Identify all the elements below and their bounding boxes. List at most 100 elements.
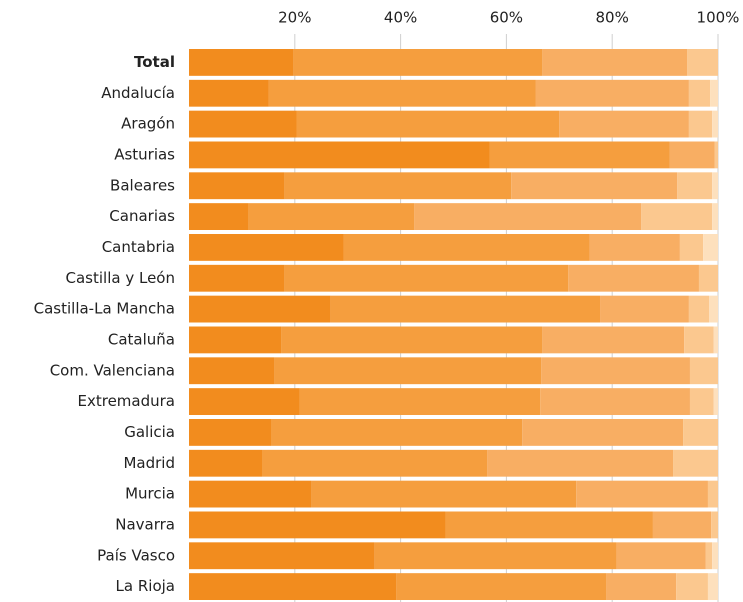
bar-segment — [374, 542, 617, 570]
bar-segment — [189, 511, 446, 539]
bar-segment — [522, 419, 684, 446]
bar-segment — [606, 573, 677, 600]
bar-segment — [281, 326, 543, 354]
bar-segment — [189, 480, 312, 508]
bar-segment — [274, 357, 542, 385]
bar-segment — [688, 110, 713, 138]
bar-segment — [542, 326, 685, 354]
bar-segment — [284, 264, 569, 292]
x-tick-label: 100% — [697, 9, 740, 27]
bar-segment — [189, 542, 375, 570]
bar-segment — [677, 172, 713, 200]
bar-segment — [189, 110, 297, 138]
bar-segment — [689, 388, 714, 415]
bar-segment — [189, 264, 285, 292]
bar-segment — [669, 141, 715, 169]
y-tick-label: Navarra — [115, 515, 175, 533]
y-tick-label: Madrid — [123, 454, 175, 472]
bar-segment — [396, 573, 607, 600]
y-tick-label: Cataluña — [108, 330, 175, 348]
bar-segment — [712, 203, 718, 230]
bar-segment — [189, 388, 300, 415]
y-tick-label: Castilla y León — [66, 269, 175, 287]
bar-segment — [293, 49, 543, 76]
bar-segment — [343, 234, 590, 261]
x-tick-label: 60% — [490, 9, 523, 27]
y-tick-label: Andalucía — [101, 84, 175, 102]
bar-segment — [616, 542, 706, 570]
bar-segment — [189, 141, 490, 169]
bar-segment — [189, 357, 275, 385]
bar-segment — [414, 203, 642, 230]
bar-segment — [330, 295, 601, 323]
bar-segment — [189, 419, 271, 446]
bar-segment — [707, 480, 718, 508]
x-tick-label: 20% — [278, 9, 311, 27]
y-tick-label: Com. Valenciana — [50, 361, 175, 379]
bar-segment — [600, 295, 689, 323]
bar-segment — [712, 172, 718, 200]
y-tick-label: Canarias — [109, 207, 175, 225]
bar-segment — [248, 203, 415, 230]
bar-segment — [687, 49, 718, 76]
y-tick-label: Asturias — [114, 145, 175, 163]
bar-segment — [535, 79, 689, 107]
bar-segment — [262, 449, 488, 477]
bar-segment — [712, 110, 718, 138]
bar-segment — [189, 172, 285, 200]
bar-segment — [299, 388, 541, 415]
y-tick-label: Baleares — [110, 176, 175, 194]
bar-segment — [711, 511, 718, 539]
bar-segment — [684, 326, 714, 354]
bar-segment — [713, 326, 718, 354]
bar-segment — [189, 573, 397, 600]
y-tick-label: Murcia — [125, 485, 175, 503]
bar-segment — [311, 480, 577, 508]
bar-segment — [487, 449, 674, 477]
y-tick-label: La Rioja — [116, 577, 175, 595]
bar-segment — [189, 326, 282, 354]
bar-segment — [270, 419, 523, 446]
bar-segment — [568, 264, 699, 292]
y-tick-label: Galicia — [124, 423, 175, 441]
bar-segment — [676, 573, 708, 600]
bar-segment — [679, 234, 704, 261]
bar-segment — [703, 234, 718, 261]
bar-segment — [189, 449, 263, 477]
y-tick-label: País Vasco — [97, 546, 175, 564]
bar-segment — [445, 511, 653, 539]
bar-segment — [489, 141, 670, 169]
bar-segment — [576, 480, 708, 508]
bar-segment — [189, 79, 269, 107]
bar-segment — [268, 79, 536, 107]
y-tick-label: Extremadura — [78, 392, 176, 410]
bar-segment — [189, 203, 249, 230]
bar-segment — [707, 573, 718, 600]
bar-segment — [296, 110, 560, 138]
x-tick-label: 80% — [596, 9, 629, 27]
x-tick-label: 40% — [384, 9, 417, 27]
y-tick-label: Aragón — [121, 115, 175, 133]
bar-segment — [688, 295, 710, 323]
bar-segment — [641, 203, 713, 230]
bar-segment — [688, 79, 711, 107]
bar-segment — [189, 49, 294, 76]
bar-segment — [698, 264, 718, 292]
bar-segment — [714, 141, 718, 169]
bar-segment — [689, 357, 718, 385]
y-tick-label: Cantabria — [102, 238, 175, 256]
bar-segment — [712, 542, 718, 570]
bar-segment — [189, 234, 344, 261]
bar-segment — [542, 49, 688, 76]
bar-segment — [541, 357, 690, 385]
y-tick-label: Total — [134, 53, 175, 71]
bar-segment — [589, 234, 680, 261]
bar-segment — [540, 388, 690, 415]
bar-segment — [284, 172, 512, 200]
bar-segment — [673, 449, 718, 477]
bar-segment — [652, 511, 712, 539]
y-tick-label: Castilla-La Mancha — [34, 300, 175, 318]
bar-segment — [705, 542, 713, 570]
bar-segment — [511, 172, 678, 200]
